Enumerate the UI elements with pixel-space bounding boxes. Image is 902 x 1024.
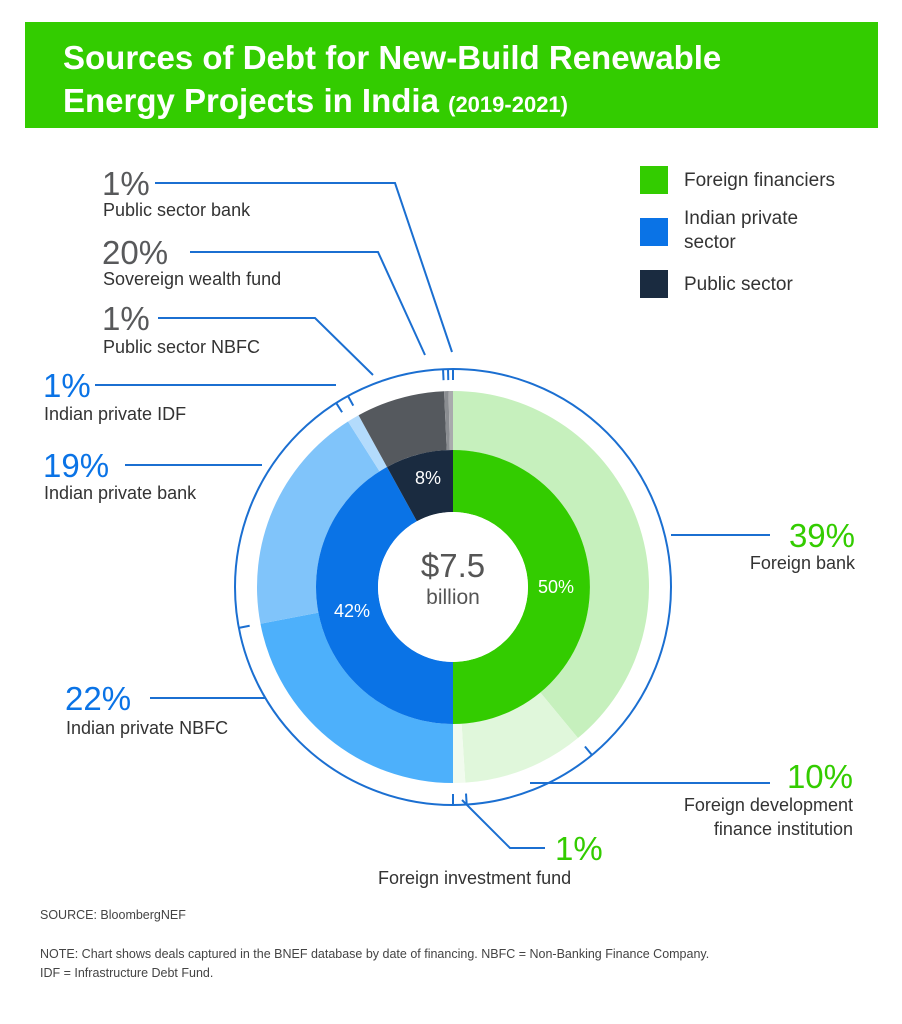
outer-segment-7 <box>444 391 450 451</box>
outer-segment-0 <box>453 391 649 739</box>
label-indian-bank: Indian private bank <box>44 483 197 503</box>
inner-segment-0 <box>453 450 590 724</box>
outer-segment-5 <box>347 415 387 472</box>
inner-label-indian-private: 42% <box>334 601 370 621</box>
footnote-line-1: NOTE: Chart shows deals captured in the … <box>40 947 710 961</box>
label-foreign-bank: Foreign bank <box>750 553 856 573</box>
center-unit: billion <box>426 586 480 609</box>
leader-line-2 <box>158 317 374 376</box>
leader-line-1 <box>190 251 426 356</box>
label-public-sector-bank: Public sector bank <box>103 200 251 220</box>
legend-swatch-foreign <box>640 166 668 194</box>
ring-tick-5 <box>335 402 343 413</box>
label-pct-indian-nbfc: 22% <box>65 680 131 717</box>
outer-segment-1 <box>461 692 578 783</box>
inner-segment-2 <box>386 450 453 522</box>
footnote-line-2: IDF = Infrastructure Debt Fund. <box>40 966 214 980</box>
ring-ticks <box>238 369 593 805</box>
outer-segment-6 <box>358 391 447 467</box>
outer-segment-2 <box>453 723 466 783</box>
inner-label-foreign: 50% <box>538 577 574 597</box>
label-pct-sovereign: 20% <box>102 234 168 271</box>
legend-label-indian-private-1: Indian private <box>684 208 798 229</box>
inner-label-public: 8% <box>415 468 441 488</box>
label-public-sector-nbfc: Public sector NBFC <box>103 337 260 357</box>
outer-segment-3 <box>260 612 453 783</box>
outer-ring <box>257 391 649 783</box>
source-note: SOURCE: BloombergNEF <box>40 908 186 922</box>
label-pct-public-sector-bank: 1% <box>102 165 150 202</box>
label-foreign-dfi-2: finance institution <box>714 819 853 839</box>
outer-segment-8 <box>448 391 453 451</box>
ring-tick-4 <box>238 624 250 629</box>
label-sovereign: Sovereign wealth fund <box>103 269 281 289</box>
ring-tick-2 <box>464 793 468 805</box>
label-pct-foreign-fund: 1% <box>555 830 603 867</box>
legend-label-foreign: Foreign financiers <box>684 170 835 191</box>
legend-label-public: Public sector <box>684 274 793 295</box>
label-indian-idf: Indian private IDF <box>44 404 186 424</box>
ring-tick-7 <box>442 369 445 381</box>
ring-tick-6 <box>347 395 355 407</box>
leader-line-0 <box>155 182 453 353</box>
donut-hole <box>378 512 528 662</box>
label-pct-indian-bank: 19% <box>43 447 109 484</box>
title-period: (2019-2021) <box>448 92 568 117</box>
center-value: $7.5 <box>421 547 485 584</box>
label-foreign-fund: Foreign investment fund <box>378 868 571 888</box>
legend-label-indian-private-2: sector <box>684 232 736 253</box>
legend-swatch-public <box>640 270 668 298</box>
label-indian-nbfc: Indian private NBFC <box>66 718 228 738</box>
outer-segment-4 <box>257 421 380 624</box>
label-pct-indian-idf: 1% <box>43 367 91 404</box>
label-pct-foreign-dfi: 10% <box>787 758 853 795</box>
chart-title: Sources of Debt for New-Build Renewable … <box>25 22 878 128</box>
inner-ring <box>316 450 590 724</box>
leader-lines <box>95 182 770 849</box>
label-pct-public-sector-nbfc: 1% <box>102 300 150 337</box>
inner-segment-1 <box>316 466 453 724</box>
ring-tick-1 <box>584 745 593 756</box>
label-foreign-dfi-1: Foreign development <box>684 795 853 815</box>
legend-swatch-indian-private <box>640 218 668 246</box>
title-line-1: Sources of Debt for New-Build Renewable <box>63 39 722 76</box>
title-line-2: Energy Projects in India <box>63 82 439 119</box>
leader-line-8 <box>461 799 545 849</box>
label-pct-foreign-bank: 39% <box>789 517 855 554</box>
